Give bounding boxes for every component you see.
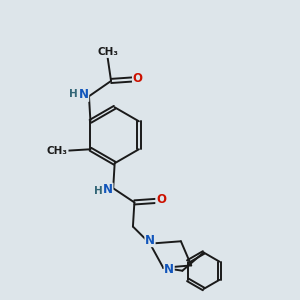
Text: H: H bbox=[69, 89, 78, 99]
Text: N: N bbox=[164, 263, 174, 276]
Text: O: O bbox=[133, 71, 142, 85]
Text: CH₃: CH₃ bbox=[47, 146, 68, 156]
Text: N: N bbox=[79, 88, 89, 101]
Text: O: O bbox=[156, 193, 166, 206]
Text: N: N bbox=[103, 183, 113, 196]
Text: CH₃: CH₃ bbox=[97, 47, 118, 57]
Text: H: H bbox=[94, 186, 102, 196]
Text: N: N bbox=[145, 234, 155, 247]
